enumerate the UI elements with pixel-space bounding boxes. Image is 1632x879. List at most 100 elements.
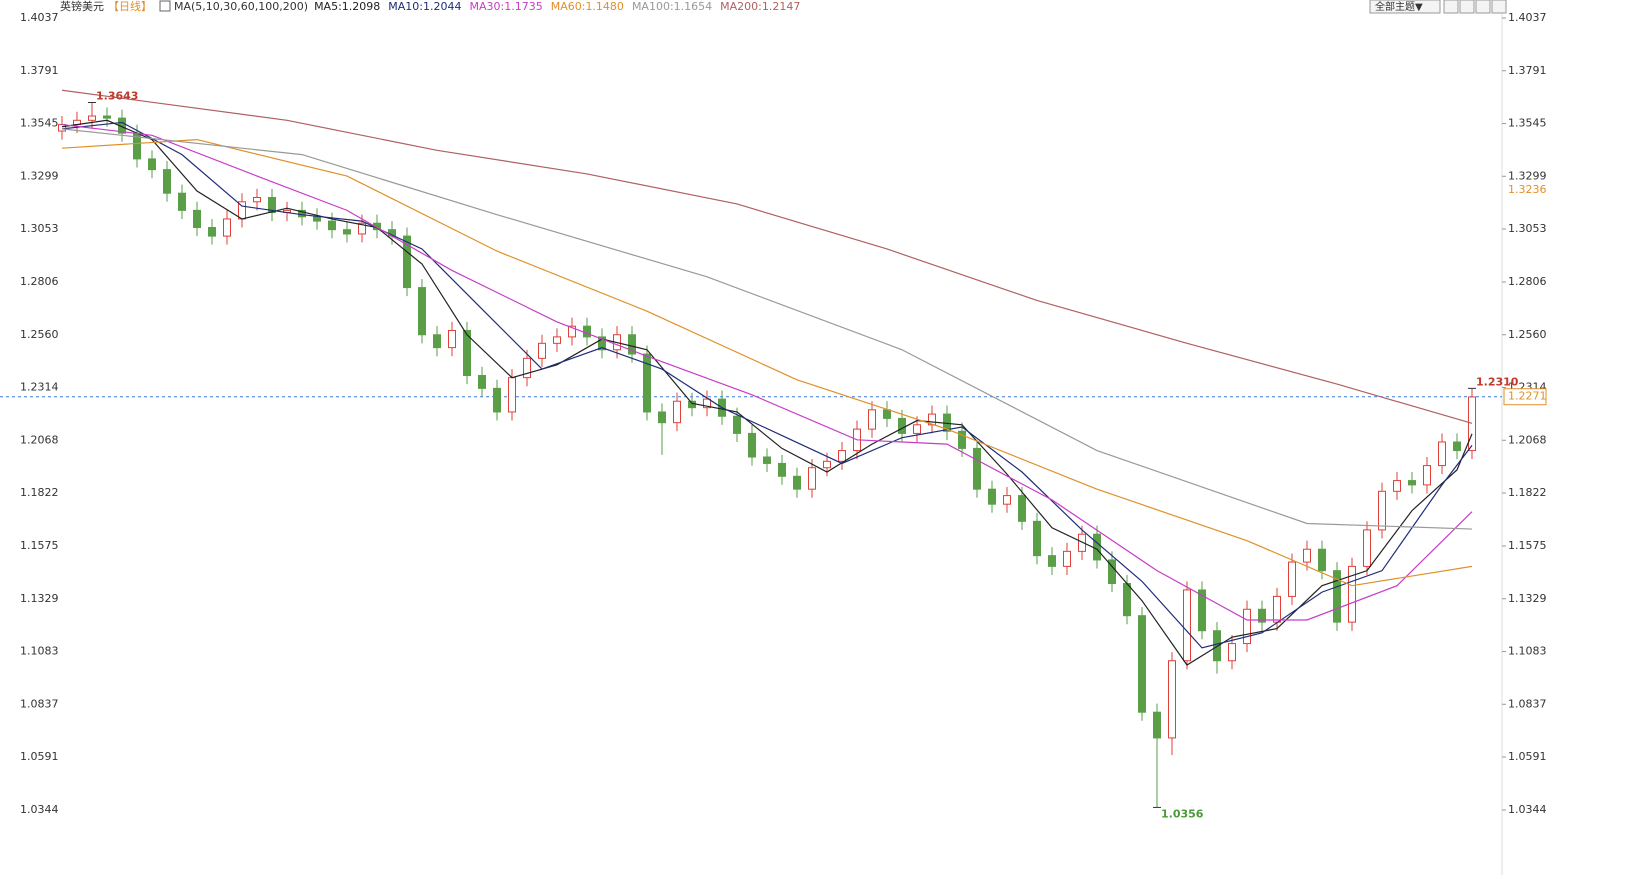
candle-body (553, 336, 561, 344)
moving-average-line (61, 121, 1473, 649)
candle (463, 321, 471, 385)
candle-body (208, 227, 216, 237)
legend-entry: MA5:1.2098 (314, 0, 380, 13)
candle (403, 227, 411, 297)
candle-body (508, 377, 516, 413)
candle-body (1033, 520, 1041, 557)
candle-body (988, 488, 996, 505)
toolbar-icon[interactable] (1491, 0, 1507, 14)
candle (1258, 600, 1266, 631)
candle-body (733, 415, 741, 434)
candle (598, 328, 606, 359)
candle-body (1168, 660, 1176, 739)
candle-body (1063, 550, 1071, 567)
toolbar-icon[interactable] (1443, 0, 1459, 14)
candle-body (778, 462, 786, 477)
candle-body (463, 329, 471, 377)
moving-average-line (61, 119, 1473, 666)
candle-body (1453, 441, 1461, 452)
y-tick-label-right: 1.0837 (1508, 697, 1547, 710)
candle-body (313, 216, 321, 222)
y-tick-label: 1.2560 (20, 328, 59, 341)
candle-body (253, 197, 261, 203)
indicator: MA(5,10,30,60,100,200) (174, 0, 308, 13)
candle (958, 422, 966, 457)
candle (1348, 557, 1356, 631)
candle-body (403, 235, 411, 289)
candle (628, 326, 636, 363)
y-tick-label-right: 1.3545 (1508, 117, 1547, 130)
candle-body (1123, 583, 1131, 617)
candle (808, 459, 816, 498)
candle (1408, 472, 1416, 494)
candle-body (433, 334, 441, 349)
y-tick-label: 1.1083 (20, 645, 59, 658)
candle (1288, 553, 1296, 605)
candle (778, 454, 786, 485)
y-tick-label: 1.0344 (20, 803, 59, 816)
candle-body (838, 450, 846, 462)
y-tick-label: 1.1575 (20, 539, 59, 552)
candle-body (1213, 630, 1221, 662)
legend-entry: MA10:1.2044 (388, 0, 461, 13)
candle (868, 401, 876, 438)
y-tick-label-right: 1.1822 (1508, 486, 1547, 499)
candle-body (1243, 608, 1251, 645)
candle (223, 210, 231, 245)
candle (178, 184, 186, 219)
candle-body (88, 115, 96, 121)
candle (1108, 551, 1116, 593)
candle-body (448, 329, 456, 349)
candle-body (823, 460, 831, 469)
candle-body (868, 409, 876, 430)
y-tick-label-right: 1.1083 (1508, 645, 1547, 658)
candle (1138, 607, 1146, 721)
toolbar-icon[interactable] (1459, 0, 1475, 14)
candle-body (1273, 595, 1281, 623)
candle-body (928, 413, 936, 426)
y-tick-label-right: 1.2560 (1508, 328, 1547, 341)
candle-body (358, 222, 366, 235)
candle-body (493, 387, 501, 413)
candle-body (523, 357, 531, 379)
candle-body (343, 229, 351, 235)
candle-body (658, 411, 666, 424)
candle (523, 349, 531, 387)
candle-body (223, 218, 231, 237)
candle (493, 379, 501, 421)
theme-button[interactable] (1369, 0, 1441, 14)
candle (763, 448, 771, 473)
candle-body (1108, 559, 1116, 585)
y-tick-label-right: 1.4037 (1508, 11, 1547, 24)
candle (433, 326, 441, 357)
moving-average-line (61, 89, 1473, 424)
candle (673, 392, 681, 432)
candle (1468, 388, 1476, 460)
candle (928, 405, 936, 434)
candle-body (1408, 480, 1416, 486)
candle-body (478, 375, 486, 389)
candle (448, 321, 456, 357)
moving-average-line (61, 128, 1473, 530)
candle-body (1363, 529, 1371, 567)
candle (1018, 487, 1026, 530)
y-tick-label-right: 1.3791 (1508, 64, 1547, 77)
candle (1048, 547, 1056, 575)
y-tick-label: 1.3545 (20, 117, 59, 130)
theme-button-label[interactable]: 全部主题▼ (1375, 0, 1423, 13)
candle-body (1303, 548, 1311, 563)
candle (478, 366, 486, 397)
candle-body (193, 209, 201, 229)
y-tick-label: 1.0837 (20, 697, 59, 710)
candle-body (1153, 711, 1161, 739)
candle (1003, 487, 1011, 513)
header: 英镑美元 【日线】 MA(5,10,30,60,100,200) (60, 0, 308, 13)
toolbar-icon[interactable] (1475, 0, 1491, 14)
candle-body (808, 467, 816, 490)
candle-body (1198, 589, 1206, 632)
candle-body (1183, 589, 1191, 662)
candle-body (1288, 561, 1296, 597)
candle-body (763, 456, 771, 464)
y-tick-label: 1.2068 (20, 433, 59, 446)
